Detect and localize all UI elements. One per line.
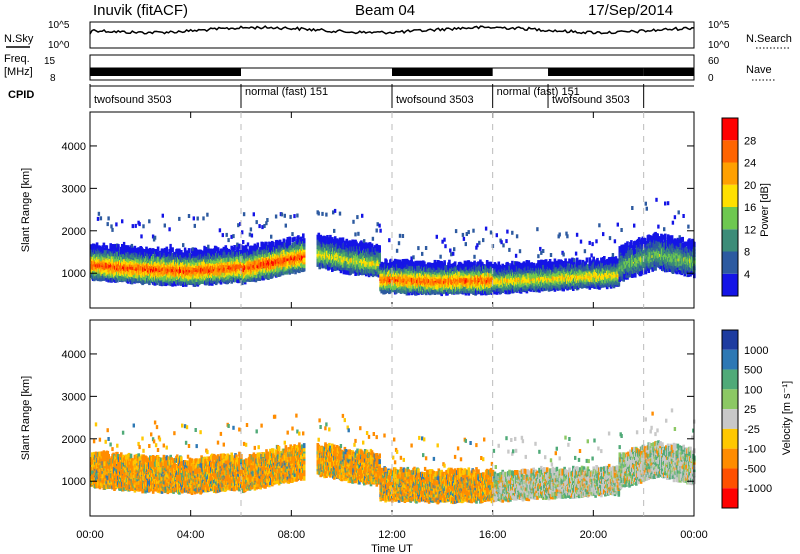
vcbar-tick-3: 25 xyxy=(744,404,756,416)
xtick-label-6: 00:00 xyxy=(680,529,708,541)
cpid-label: CPID xyxy=(8,89,34,101)
cbar-cell-4 xyxy=(722,184,738,207)
noise-tick-right-top: 10^5 xyxy=(708,20,730,31)
freq-tick-left-bottom: 8 xyxy=(50,73,56,84)
cbar-tick-2: 12 xyxy=(744,224,756,236)
nsearch-label: N.Search xyxy=(746,33,792,45)
nsky-label: N.Sky xyxy=(4,33,34,45)
cbar-tick-4: 20 xyxy=(744,180,756,192)
vcbar-tick-7: -1000 xyxy=(744,483,772,495)
velocity-ylabel: Slant Range [km] xyxy=(20,376,32,460)
noise-sky-line xyxy=(89,25,695,35)
cbar-cell-3 xyxy=(722,207,738,230)
date-title: 17/Sep/2014 xyxy=(588,2,673,19)
vcbar-cell-6 xyxy=(722,448,738,469)
noise-trace xyxy=(89,25,695,35)
xtick-label-1: 04:00 xyxy=(177,529,205,541)
cpid-label-1: normal (fast) 151 xyxy=(245,86,328,98)
vcbar-tick-2: 100 xyxy=(744,384,762,396)
freq-label: Freq. xyxy=(4,53,30,65)
freq-block-4 xyxy=(548,68,644,76)
cbar-tick-1: 8 xyxy=(744,247,750,259)
ytick-label-2: 3000 xyxy=(62,183,86,195)
noise-strip-frame xyxy=(89,21,695,49)
freq-tick-right-bottom: 0 xyxy=(708,73,714,84)
ytick-label-3: 4000 xyxy=(62,349,86,361)
ytick-label-0: 1000 xyxy=(62,476,86,488)
xtick-label-5: 20:00 xyxy=(580,529,608,541)
vcbar-cell-8 xyxy=(722,488,738,508)
vcbar-cell-4 xyxy=(722,409,738,429)
ytick-label-1: 2000 xyxy=(62,226,86,238)
cbar-cell-0 xyxy=(722,273,738,296)
cpid-label-4: twofsound 3503 xyxy=(552,94,630,106)
xtick-label-0: 00:00 xyxy=(76,529,104,541)
velocity-colorbar-label: Velocity [m s⁻¹] xyxy=(781,381,793,455)
velocity-axes: 1000 2000 3000 4000 xyxy=(62,320,695,516)
x-axis-label: Time UT xyxy=(371,543,413,554)
ytick-label-2: 3000 xyxy=(62,391,86,403)
velocity-colorbar: 1000 500 100 25 -25 -100 -500 -1000 xyxy=(721,329,772,509)
xtick-label-4: 16:00 xyxy=(479,529,507,541)
cpid-label-0: twofsound 3503 xyxy=(94,94,172,106)
power-colorbar-label: Power [dB] xyxy=(759,183,771,237)
ytick-label-0: 1000 xyxy=(62,268,86,280)
cbar-cell-2 xyxy=(722,229,738,252)
vcbar-frame xyxy=(721,329,739,509)
nave-label: Nave xyxy=(746,64,772,76)
xtick-label-2: 08:00 xyxy=(278,529,306,541)
vcbar-tick-0: 1000 xyxy=(744,345,768,357)
vcbar-cell-3 xyxy=(722,389,738,410)
cbar-tick-3: 16 xyxy=(744,202,756,214)
cbar-tick-6: 28 xyxy=(744,135,756,147)
vcbar-cell-5 xyxy=(722,428,738,449)
cbar-cell-5 xyxy=(722,162,738,185)
freq-block-2 xyxy=(392,68,493,76)
freq-block-end xyxy=(643,68,694,76)
noise-tick-left-bottom: 10^0 xyxy=(48,40,70,51)
vcbar-tick-4: -25 xyxy=(744,424,760,436)
ytick-label-3: 4000 xyxy=(62,141,86,153)
power-axes: 1000 2000 3000 4000 xyxy=(62,112,695,308)
noise-tick-right-bottom: 10^0 xyxy=(708,40,730,51)
freq-trace xyxy=(90,67,694,76)
cbar-cell-1 xyxy=(722,251,738,274)
freq-block-0 xyxy=(90,68,241,76)
vcbar-cell-7 xyxy=(722,468,738,489)
vcbar-tick-5: -100 xyxy=(744,444,766,456)
freq-tick-left-top: 15 xyxy=(44,56,56,67)
beam-title: Beam 04 xyxy=(355,2,415,19)
power-heatmap xyxy=(90,197,696,297)
cpid-label-2: twofsound 3503 xyxy=(396,94,474,106)
power-colorbar: 4 8 12 16 20 24 28 xyxy=(721,117,756,297)
cbar-cell-7 xyxy=(722,118,738,141)
vcbar-cell-2 xyxy=(722,369,738,390)
cbar-frame xyxy=(721,117,739,297)
power-ylabel: Slant Range [km] xyxy=(20,168,32,252)
vcbar-cell-1 xyxy=(722,349,738,370)
cbar-cell-6 xyxy=(722,140,738,163)
station-title: Inuvik (fitACF) xyxy=(93,2,188,19)
x-axis: 00:00 04:00 08:00 12:00 16:00 20:00 00:00 xyxy=(76,529,708,541)
xtick-label-3: 12:00 xyxy=(378,529,406,541)
vcbar-tick-1: 500 xyxy=(744,365,762,377)
cbar-tick-5: 24 xyxy=(744,158,756,170)
freq-unit-label: [MHz] xyxy=(4,66,33,78)
cbar-tick-0: 4 xyxy=(744,269,750,281)
vcbar-tick-6: -500 xyxy=(744,463,766,475)
ytick-label-1: 2000 xyxy=(62,434,86,446)
vcbar-cell-0 xyxy=(722,330,738,350)
freq-tick-right-top: 60 xyxy=(708,56,720,67)
noise-tick-left-top: 10^5 xyxy=(48,20,70,31)
velocity-heatmap xyxy=(90,408,696,505)
cpid-label-3: normal (fast) 151 xyxy=(497,86,580,98)
